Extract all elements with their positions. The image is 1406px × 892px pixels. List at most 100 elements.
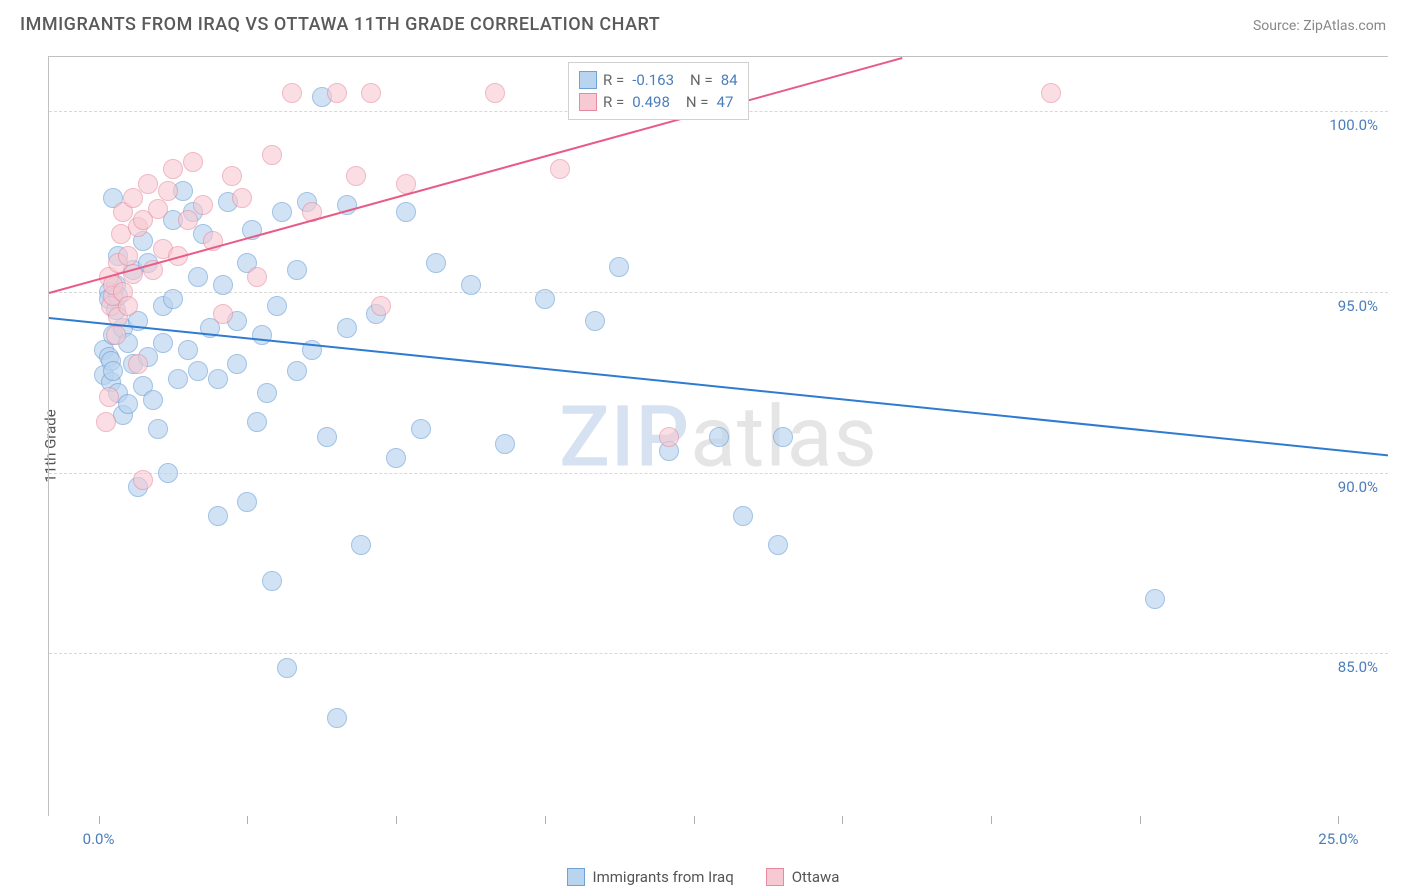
data-point	[128, 354, 148, 374]
legend-row-ottawa: R = 0.498 N = 47	[579, 91, 738, 113]
data-point	[351, 535, 371, 555]
data-point	[1041, 83, 1061, 103]
data-point	[317, 427, 337, 447]
data-point	[426, 253, 446, 273]
data-point	[178, 210, 198, 230]
data-point	[153, 333, 173, 353]
data-point	[163, 289, 183, 309]
data-point	[768, 535, 788, 555]
data-point	[371, 296, 391, 316]
x-tick	[1338, 816, 1339, 824]
data-point	[396, 202, 416, 222]
data-point	[96, 412, 116, 432]
data-point	[550, 159, 570, 179]
data-point	[103, 361, 123, 381]
x-tick	[99, 816, 100, 824]
x-tick	[991, 816, 992, 824]
r-value-ottawa: 0.498	[632, 91, 670, 113]
data-point	[158, 181, 178, 201]
data-point	[609, 257, 629, 277]
data-point	[585, 311, 605, 331]
data-point	[183, 152, 203, 172]
data-point	[709, 427, 729, 447]
data-point	[485, 83, 505, 103]
data-point	[287, 361, 307, 381]
data-point	[733, 506, 753, 526]
data-point	[118, 394, 138, 414]
data-point	[773, 427, 793, 447]
data-point	[327, 83, 347, 103]
data-point	[262, 571, 282, 591]
x-tick	[247, 816, 248, 824]
y-tick-label: 100.0%	[1329, 116, 1378, 134]
data-point	[247, 412, 267, 432]
y-tick-label: 90.0%	[1338, 478, 1378, 496]
data-point	[262, 145, 282, 165]
data-point	[148, 419, 168, 439]
data-point	[287, 260, 307, 280]
r-value-iraq: -0.163	[632, 69, 674, 91]
x-tick	[694, 816, 695, 824]
gridline	[49, 292, 1388, 293]
swatch-ottawa-icon	[766, 868, 784, 886]
data-point	[1145, 589, 1165, 609]
data-point	[193, 195, 213, 215]
data-point	[118, 246, 138, 266]
data-point	[213, 304, 233, 324]
data-point	[386, 448, 406, 468]
swatch-iraq-icon	[567, 868, 585, 886]
chart-title: IMMIGRANTS FROM IRAQ VS OTTAWA 11TH GRAD…	[20, 14, 660, 35]
x-tick	[545, 816, 546, 824]
data-point	[232, 188, 252, 208]
data-point	[213, 275, 233, 295]
data-point	[257, 383, 277, 403]
x-tick-label: 25.0%	[1318, 830, 1358, 848]
data-point	[277, 658, 297, 678]
x-tick	[1140, 816, 1141, 824]
data-point	[227, 354, 247, 374]
data-point	[99, 387, 119, 407]
chart-plot-area: ZIPatlas 85.0%90.0%95.0%100.0%0.0%25.0%	[48, 56, 1388, 816]
data-point	[208, 506, 228, 526]
data-point	[123, 188, 143, 208]
data-point	[148, 199, 168, 219]
data-point	[337, 318, 357, 338]
data-point	[133, 470, 153, 490]
data-point	[188, 361, 208, 381]
data-point	[659, 427, 679, 447]
data-point	[346, 166, 366, 186]
chart-header: IMMIGRANTS FROM IRAQ VS OTTAWA 11TH GRAD…	[0, 0, 1406, 43]
swatch-ottawa	[579, 93, 597, 111]
gridline	[49, 473, 1388, 474]
data-point	[208, 369, 228, 389]
data-point	[163, 159, 183, 179]
legend-label-iraq: Immigrants from Iraq	[593, 868, 734, 886]
legend-label-ottawa: Ottawa	[792, 868, 840, 886]
data-point	[237, 492, 257, 512]
data-point	[118, 296, 138, 316]
n-value-ottawa: 47	[717, 91, 734, 113]
swatch-iraq	[579, 71, 597, 89]
data-point	[361, 83, 381, 103]
data-point	[222, 166, 242, 186]
x-tick	[396, 816, 397, 824]
data-point	[252, 325, 272, 345]
data-point	[106, 325, 126, 345]
data-point	[188, 267, 208, 287]
x-tick	[842, 816, 843, 824]
source-label: Source: ZipAtlas.com	[1253, 18, 1386, 34]
data-point	[461, 275, 481, 295]
data-point	[168, 369, 188, 389]
data-point	[178, 340, 198, 360]
correlation-legend: R = -0.163 N = 84 R = 0.498 N = 47	[568, 62, 749, 120]
legend-item-ottawa: Ottawa	[766, 868, 840, 886]
data-point	[282, 83, 302, 103]
legend-item-iraq: Immigrants from Iraq	[567, 868, 734, 886]
data-point	[247, 267, 267, 287]
data-point	[327, 708, 347, 728]
data-point	[272, 202, 292, 222]
data-point	[535, 289, 555, 309]
x-tick-label: 0.0%	[83, 830, 115, 848]
y-tick-label: 95.0%	[1338, 297, 1378, 315]
y-tick-label: 85.0%	[1338, 658, 1378, 676]
